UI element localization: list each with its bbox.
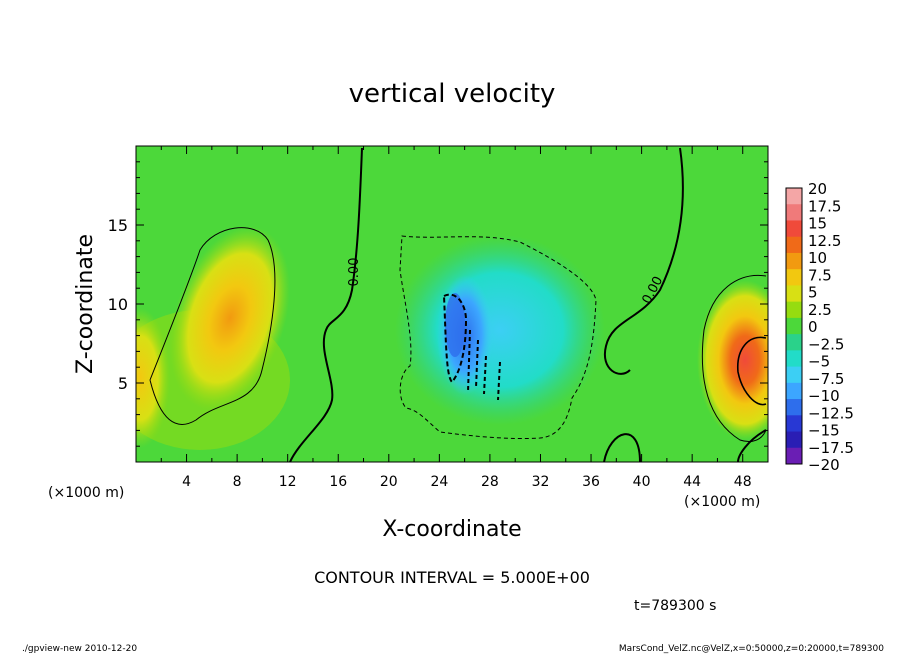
zero-contour-bottom [603,433,641,462]
time-text: t=789300 s [634,598,716,614]
contour-plus10-east [737,336,767,406]
updraft-west-blob [170,226,290,410]
contour-plus5-west [149,227,276,425]
x-tick-label: 48 [734,474,752,490]
x-tick-label: 36 [582,474,600,490]
colorbar-label: 2.5 [808,301,832,319]
colorbar-swatch [786,188,802,205]
colorbar-label: 7.5 [808,266,832,284]
contour-minus10 [442,293,468,384]
colorbar-swatch [786,350,802,368]
colorbar-swatch [786,317,802,335]
heatmap-field [136,146,768,462]
colorbar-label: −7.5 [808,370,844,388]
colorbar-swatch [786,220,802,238]
colorbar-label: −5 [808,353,830,371]
colorbar-label: −20 [808,456,840,474]
x-axis-ticks: 4 8 12 16 20 24 28 32 36 40 44 48 [160,146,752,490]
colorbar-swatch [786,415,802,433]
contour-minus10-streak-4 [497,361,501,401]
contour-plus5-east [701,274,767,443]
colorbar-swatch [786,447,802,465]
y-unit-label: (×1000 m) [684,494,760,510]
x-tick-label: 16 [329,474,347,490]
x-tick-label: 28 [481,474,499,490]
colorbar-swatch [786,285,802,303]
x-unit-label: (×1000 m) [48,485,124,501]
x-tick-label: 12 [279,474,297,490]
colorbar-swatch [786,252,802,270]
colorbar-swatch [786,334,802,351]
x-tick-label: 40 [633,474,651,490]
x-tick-label: 20 [380,474,398,490]
x-tick-label: 32 [532,474,550,490]
colorbar-label: −15 [808,422,840,440]
colorbar-swatch [786,399,802,416]
colorbar-label: 12.5 [808,232,841,250]
contour-minus10-streak-3 [483,355,487,395]
colorbar-label: 20 [808,180,827,198]
colorbar-label: −17.5 [808,439,854,457]
zero-contour-west [289,147,363,462]
updraft-east-blob [697,280,768,440]
y-tick-label: 15 [108,216,128,235]
colorbar-label: −10 [808,387,840,405]
contour-interval-text: CONTOUR INTERVAL = 5.000E+00 [314,568,590,587]
colorbar-swatch [786,269,802,286]
colorbar-swatch [786,431,802,449]
x-tick-label: 8 [233,474,242,490]
colorbar-label: 15 [808,215,827,233]
colorbar-label: 0 [808,318,818,336]
colorbar-swatch [786,236,802,254]
y-tick-label: 5 [118,374,128,393]
x-tick-label: 44 [683,474,701,490]
colorbar-label: −12.5 [808,404,854,422]
y-axis-label: Z-coordinate [73,234,98,374]
chart-title: vertical velocity [349,79,556,109]
x-tick-label: 24 [430,474,448,490]
updraft-edge-blob [136,308,170,448]
y-axis-ticks: 5 10 15 [108,161,768,447]
footer-right: MarsCond_VelZ.nc@VelZ,x=0:50000,z=0:2000… [619,644,884,654]
colorbar-label: 10 [808,249,827,267]
contour-minus10-streak-2 [475,339,479,389]
zero-contour-east [603,147,684,375]
colorbar-frame [785,187,803,465]
downdraft-core-dark [445,293,465,357]
colorbar-label: 5 [808,284,818,302]
x-axis-label: X-coordinate [382,517,521,542]
colorbar-swatch [786,366,802,384]
contour-minus10-streak-1 [467,329,471,393]
colorbar-swatch [786,204,802,221]
colorbar-label: 17.5 [808,197,841,215]
x-tick-label: 4 [182,474,191,490]
colorbar-label: −2.5 [808,335,844,353]
y-tick-label: 10 [108,295,128,314]
zero-contour-right [737,429,767,462]
colorbar-swatch [786,301,802,319]
colorbar: 2017.51512.5107.552.50−2.5−5−7.5−10−12.5… [785,180,854,474]
colorbar-swatch [786,382,802,400]
contour-minus5 [399,235,597,440]
contour-label-west: 0.00 [347,258,362,287]
footer-left: ./gpview-new 2010-12-20 [22,644,137,654]
